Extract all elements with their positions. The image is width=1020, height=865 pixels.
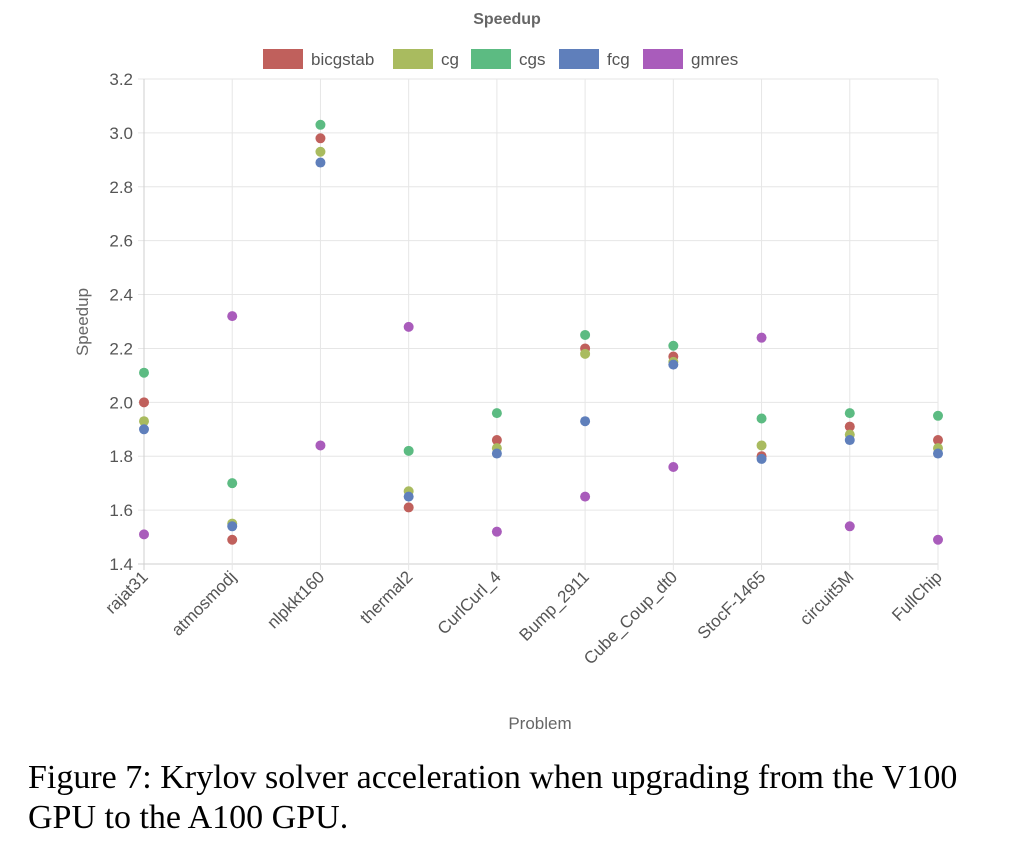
y-tick-label: 2.6 bbox=[109, 232, 133, 251]
x-tick-label: rajat31 bbox=[102, 567, 152, 617]
chart-title: Speedup bbox=[473, 11, 541, 28]
point-bicgstab bbox=[933, 435, 943, 446]
point-cgs bbox=[315, 119, 326, 130]
y-axis-label: Speedup bbox=[73, 288, 92, 356]
x-tick-label: Cube_Coup_dt0 bbox=[580, 567, 681, 668]
legend-swatch bbox=[559, 49, 599, 69]
point-cg bbox=[580, 348, 591, 359]
point-gmres bbox=[491, 526, 502, 537]
grid bbox=[138, 78, 939, 570]
legend-label: cgs bbox=[519, 50, 545, 69]
point-bicgstab bbox=[403, 502, 414, 513]
point-fcg bbox=[580, 416, 591, 427]
point-bicgstab bbox=[844, 421, 855, 432]
point-gmres bbox=[227, 311, 238, 322]
x-tick-label: Bump_2911 bbox=[516, 567, 593, 644]
point-gmres bbox=[315, 440, 326, 451]
x-axis-label: Problem bbox=[508, 714, 571, 733]
y-tick-label: 1.6 bbox=[109, 501, 133, 520]
point-fcg bbox=[403, 491, 414, 502]
point-gmres bbox=[580, 491, 591, 502]
x-axis-ticks: rajat31 atmosmodj nlpkkt160 thermal2 CurlCur… bbox=[102, 567, 946, 668]
point-cgs bbox=[403, 445, 414, 456]
point-gmres bbox=[756, 332, 767, 343]
legend-item-cg[interactable]: cg bbox=[393, 49, 459, 69]
y-tick-label: 2.4 bbox=[109, 286, 133, 305]
speedup-scatter-chart: Speedup bicgstab cg cgs fcg gmres 1.4 1.6 1.8 2… bbox=[73, 11, 946, 733]
point-fcg bbox=[139, 424, 149, 435]
figure-caption: Figure 7: Krylov solver acceleration whe… bbox=[28, 759, 958, 836]
y-tick-label: 1.8 bbox=[109, 447, 133, 466]
x-tick-label: nlpkkt160 bbox=[263, 567, 328, 632]
legend-item-cgs[interactable]: cgs bbox=[471, 49, 545, 69]
y-tick-label: 1.4 bbox=[109, 555, 133, 574]
legend-swatch bbox=[393, 49, 433, 69]
point-cgs bbox=[668, 340, 679, 351]
legend-swatch bbox=[643, 49, 683, 69]
legend-label: fcg bbox=[607, 50, 630, 69]
point-fcg bbox=[491, 448, 502, 459]
point-gmres bbox=[844, 521, 855, 532]
y-axis-ticks: 1.4 1.6 1.8 2.0 2.2 2.4 2.6 2.8 3.0 3.2 bbox=[109, 70, 133, 574]
point-gmres bbox=[139, 529, 149, 540]
x-tick-label: atmosmodj bbox=[168, 567, 240, 639]
point-bicgstab bbox=[315, 133, 326, 144]
y-tick-label: 2.0 bbox=[109, 393, 133, 412]
x-tick-label: thermal2 bbox=[356, 567, 416, 627]
legend-swatch bbox=[471, 49, 511, 69]
x-tick-label: StocF-1465 bbox=[694, 567, 770, 643]
point-cgs bbox=[933, 410, 943, 421]
data-points bbox=[139, 119, 943, 545]
point-cg bbox=[139, 416, 149, 427]
y-tick-label: 2.2 bbox=[109, 339, 133, 358]
point-fcg bbox=[844, 435, 855, 446]
legend-item-gmres[interactable]: gmres bbox=[643, 49, 738, 69]
point-gmres bbox=[403, 321, 414, 332]
point-gmres bbox=[933, 534, 943, 545]
legend-swatch bbox=[263, 49, 303, 69]
y-tick-label: 2.8 bbox=[109, 178, 133, 197]
legend-label: cg bbox=[441, 50, 459, 69]
point-cgs bbox=[227, 478, 238, 489]
point-bicgstab bbox=[491, 435, 502, 446]
legend-label: gmres bbox=[691, 50, 738, 69]
point-fcg bbox=[756, 453, 767, 464]
x-tick-label: CurlCurl_4 bbox=[434, 567, 505, 638]
point-cg bbox=[315, 146, 326, 157]
point-cg bbox=[756, 440, 767, 451]
point-fcg bbox=[315, 157, 326, 168]
point-gmres bbox=[668, 462, 679, 472]
point-bicgstab bbox=[139, 397, 149, 408]
legend-label: bicgstab bbox=[311, 50, 374, 69]
y-tick-label: 3.2 bbox=[109, 70, 133, 89]
legend-item-fcg[interactable]: fcg bbox=[559, 49, 630, 69]
x-tick-label: circuit5M bbox=[796, 567, 858, 629]
legend: bicgstab cg cgs fcg gmres bbox=[263, 49, 738, 69]
point-fcg bbox=[668, 359, 679, 370]
point-fcg bbox=[227, 521, 238, 532]
y-tick-label: 3.0 bbox=[109, 124, 133, 143]
point-bicgstab bbox=[227, 534, 238, 545]
point-fcg bbox=[933, 448, 943, 459]
point-cgs bbox=[139, 367, 149, 378]
point-cgs bbox=[756, 413, 767, 424]
x-tick-label: FullChip bbox=[888, 567, 946, 625]
point-cgs bbox=[491, 408, 502, 419]
point-cgs bbox=[580, 329, 591, 340]
legend-item-bicgstab[interactable]: bicgstab bbox=[263, 49, 374, 69]
point-cgs bbox=[844, 408, 855, 419]
